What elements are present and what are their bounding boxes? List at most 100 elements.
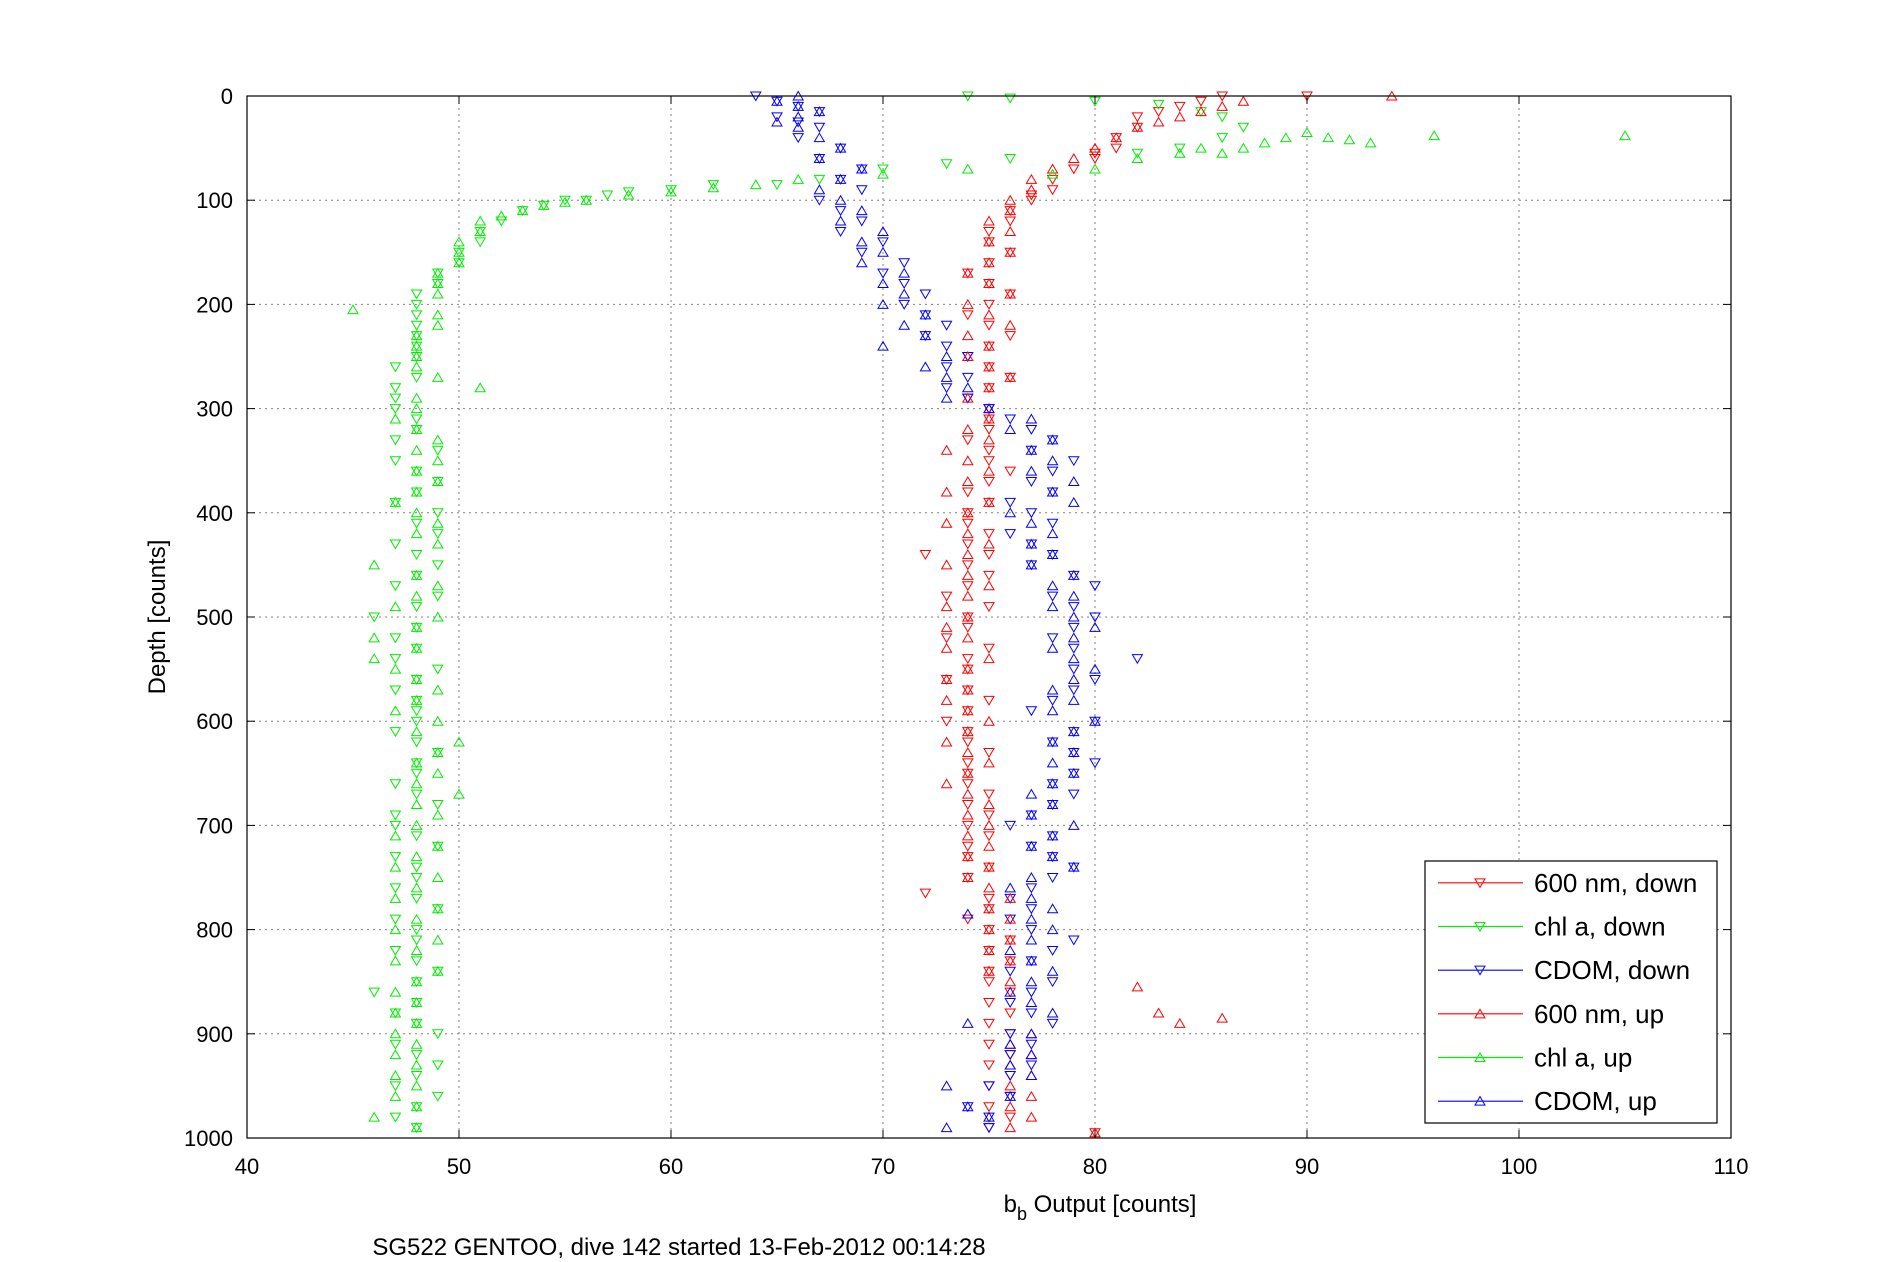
data-point xyxy=(516,205,529,216)
data-point xyxy=(1004,507,1017,518)
data-point xyxy=(389,663,402,674)
data-point xyxy=(410,392,423,403)
data-point xyxy=(961,487,974,498)
data-point xyxy=(834,142,847,153)
y-tick-label: 400 xyxy=(196,501,233,526)
data-point xyxy=(1025,184,1038,195)
data-point xyxy=(983,653,995,664)
data-point xyxy=(1004,423,1017,434)
data-point xyxy=(410,706,423,717)
data-point xyxy=(919,309,932,320)
data-point xyxy=(431,319,444,330)
data-point xyxy=(961,663,974,674)
data-point xyxy=(1025,1111,1038,1122)
data-point xyxy=(961,507,974,518)
data-point xyxy=(389,362,402,373)
data-point xyxy=(368,653,381,664)
data-point xyxy=(961,622,974,633)
data-point xyxy=(961,476,974,487)
data-point xyxy=(983,340,995,351)
data-point xyxy=(1216,133,1229,144)
data-point xyxy=(707,182,720,193)
data-point xyxy=(431,903,444,914)
data-point xyxy=(389,601,402,612)
data-point xyxy=(792,117,805,128)
data-point xyxy=(1025,508,1038,519)
data-point xyxy=(389,892,402,903)
data-point xyxy=(410,642,423,653)
data-point xyxy=(792,173,805,184)
data-point xyxy=(792,121,805,132)
data-point xyxy=(1067,456,1080,467)
data-point xyxy=(410,1017,423,1028)
legend-marker xyxy=(1474,1095,1486,1106)
data-point xyxy=(940,716,953,727)
data-point xyxy=(983,465,995,476)
data-point xyxy=(431,538,444,549)
data-point xyxy=(389,383,402,394)
data-point xyxy=(834,194,847,205)
data-point xyxy=(389,727,402,738)
data-point xyxy=(983,549,995,560)
data-point xyxy=(410,893,423,904)
data-point xyxy=(410,569,423,580)
data-point xyxy=(1004,371,1017,382)
y-tick-label: 300 xyxy=(196,397,233,422)
series-5 xyxy=(771,90,1101,1133)
data-point xyxy=(1195,96,1207,107)
data-point xyxy=(410,694,423,705)
data-point xyxy=(1004,205,1017,216)
data-point xyxy=(813,153,826,164)
data-point xyxy=(877,225,889,236)
data-point xyxy=(410,330,423,341)
data-point xyxy=(389,1039,402,1050)
data-point xyxy=(834,173,847,184)
data-point xyxy=(1258,137,1271,148)
data-point xyxy=(1025,913,1038,924)
data-point xyxy=(410,726,423,737)
data-point xyxy=(961,528,974,539)
data-point xyxy=(431,934,444,945)
data-point xyxy=(1046,642,1059,653)
series-3 xyxy=(940,90,1398,1138)
x-tick-label: 50 xyxy=(447,1154,471,1179)
y-tick-label: 1000 xyxy=(184,1126,233,1151)
data-point xyxy=(1004,497,1017,508)
data-point xyxy=(410,997,423,1008)
data-point xyxy=(1046,633,1059,644)
data-point xyxy=(495,210,508,221)
data-point xyxy=(961,351,974,361)
data-point xyxy=(622,187,635,198)
data-point xyxy=(1025,955,1038,966)
data-point xyxy=(749,179,762,190)
data-point xyxy=(855,257,868,268)
data-point xyxy=(771,116,783,127)
data-point xyxy=(961,372,974,383)
data-point xyxy=(983,747,995,758)
data-point xyxy=(1173,101,1186,112)
data-point xyxy=(431,715,444,726)
data-point xyxy=(961,684,974,695)
data-point xyxy=(1046,163,1059,174)
data-point xyxy=(431,278,444,289)
data-point xyxy=(410,518,423,529)
y-tick-label: 700 xyxy=(196,813,233,838)
data-point xyxy=(1237,142,1250,153)
data-point xyxy=(1089,612,1101,623)
data-point xyxy=(1025,195,1038,206)
data-point xyxy=(877,278,889,289)
data-point xyxy=(1004,93,1017,104)
data-point xyxy=(961,800,974,811)
data-point xyxy=(1046,873,1059,883)
data-point xyxy=(1216,147,1229,158)
data-point xyxy=(1025,788,1038,799)
data-point xyxy=(961,726,974,737)
data-point xyxy=(1004,966,1017,977)
data-point xyxy=(813,195,826,206)
data-point xyxy=(410,602,423,613)
data-point xyxy=(1279,132,1292,143)
data-point xyxy=(410,778,423,789)
data-point xyxy=(1025,173,1038,184)
data-point xyxy=(431,1060,444,1071)
data-point xyxy=(961,435,974,446)
